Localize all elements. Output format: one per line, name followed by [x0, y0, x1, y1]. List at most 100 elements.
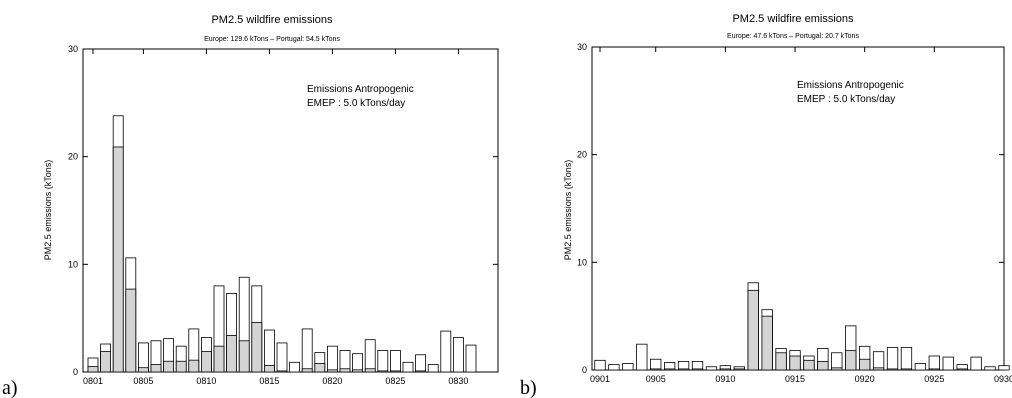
bar-portugal	[817, 360, 829, 371]
bar-europe	[389, 350, 401, 373]
x-tick-label: 0930	[994, 374, 1012, 384]
y-tick-label: 30	[68, 44, 78, 54]
x-tick-label: 0825	[385, 376, 405, 386]
x-tick-label: 0910	[715, 374, 735, 384]
bar-portugal	[226, 334, 238, 373]
y-tick-label: 10	[68, 259, 78, 269]
bar-portugal	[691, 368, 704, 371]
plot-frame	[82, 48, 499, 373]
x-tick-label: 0810	[196, 376, 216, 386]
chart-panel-b: PM2.5 wildfire emissions Europe: 47.6 kT…	[520, 13, 1012, 398]
bar-europe	[705, 366, 718, 371]
bar-portugal	[789, 355, 801, 371]
bar-portugal	[326, 369, 338, 373]
bar-portugal	[761, 315, 773, 371]
chart-title: PM2.5 wildfire emissions	[211, 14, 333, 26]
bar-europe	[352, 353, 364, 373]
annotation-line-2: EMEP : 5.0 kTons/day	[797, 94, 895, 105]
bar-portugal	[733, 368, 745, 371]
bar-portugal	[150, 364, 162, 373]
bar-portugal	[719, 368, 732, 371]
bar-europe	[970, 356, 982, 371]
bar-europe	[465, 344, 477, 373]
annotation-line-1: Emissions Antropogenic	[307, 84, 414, 95]
chart-subtitle: Europe: 129.6 kTons – Portugal: 54.5 kTo…	[204, 36, 340, 43]
bar-europe	[440, 330, 452, 373]
y-tick-label: 20	[68, 152, 78, 162]
y-axis-label: PM2.5 emissions (kTons)	[563, 160, 573, 261]
bar-europe	[914, 363, 927, 371]
y-axis-label: PM2.5 emissions (kTons)	[43, 160, 53, 261]
bar-europe	[377, 350, 389, 373]
bar-portugal	[301, 368, 313, 373]
bar-series	[87, 115, 477, 373]
bar-portugal	[886, 368, 899, 371]
bar-europe	[402, 361, 414, 373]
x-tick-label: 0830	[448, 376, 468, 386]
bar-europe	[636, 343, 648, 371]
bar-europe	[928, 355, 940, 371]
bar-series	[594, 282, 1010, 371]
bar-europe	[301, 328, 313, 373]
chart-title: PM2.5 wildfire emissions	[732, 13, 854, 25]
bar-europe	[276, 342, 288, 373]
bar-europe	[452, 337, 464, 373]
x-tick-label: 0901	[590, 374, 610, 384]
bar-europe	[364, 339, 376, 373]
bar-portugal	[125, 288, 137, 373]
bar-portugal	[251, 322, 263, 373]
x-tick-label: 0801	[83, 376, 103, 386]
chart-subtitle: Europe: 47.6 kTons – Portugal: 20.7 kTon…	[727, 33, 859, 40]
bar-portugal	[200, 351, 212, 373]
bar-europe	[998, 365, 1010, 371]
bar-portugal	[213, 345, 225, 373]
bar-europe	[886, 346, 899, 371]
bar-europe	[427, 364, 439, 373]
bar-europe	[608, 364, 620, 371]
bar-portugal	[314, 362, 326, 373]
bar-portugal	[263, 365, 275, 373]
bar-europe	[594, 359, 606, 371]
panel-label: a)	[2, 377, 18, 398]
bar-portugal	[803, 359, 815, 371]
bar-portugal	[276, 370, 288, 373]
x-tick-label: 0815	[259, 376, 279, 386]
bar-europe	[650, 358, 662, 371]
y-axis-ticks: 0 10 20 30	[68, 44, 498, 377]
bar-portugal	[845, 350, 857, 371]
bar-portugal	[175, 360, 187, 373]
bar-europe	[622, 363, 634, 371]
bar-portugal	[352, 369, 364, 373]
bar-portugal	[956, 368, 968, 371]
bar-portugal	[859, 358, 871, 371]
y-tick-label: 10	[577, 257, 587, 267]
bar-portugal	[677, 368, 690, 371]
bar-europe	[900, 346, 913, 371]
bar-portugal	[928, 368, 940, 371]
bar-portugal	[238, 340, 250, 373]
x-axis-ticks: 0801 0805 0810 0815 0820 0825 0830	[83, 49, 468, 386]
bar-portugal	[377, 370, 389, 373]
bar-portugal	[163, 360, 175, 373]
y-tick-label: 20	[577, 150, 587, 160]
bar-europe	[289, 361, 301, 373]
bar-europe	[415, 354, 427, 373]
bar-portugal	[100, 351, 111, 373]
x-tick-label: 0805	[133, 376, 153, 386]
bar-portugal	[650, 368, 662, 371]
x-tick-label: 0920	[855, 374, 875, 384]
bar-europe	[872, 351, 885, 371]
bar-europe	[326, 345, 338, 373]
panel-label: b)	[520, 377, 537, 398]
chart-panel-a: PM2.5 wildfire emissions Europe: 129.6 k…	[2, 14, 499, 398]
bar-portugal	[389, 370, 401, 373]
y-tick-label: 0	[582, 365, 587, 375]
bar-europe	[942, 356, 954, 371]
bar-europe	[984, 366, 996, 371]
bar-portugal	[339, 368, 351, 373]
bar-portugal	[188, 359, 200, 373]
y-tick-label: 0	[73, 367, 78, 377]
bar-europe	[831, 352, 843, 371]
annotation-line-2: EMEP : 5.0 kTons/day	[307, 98, 405, 109]
